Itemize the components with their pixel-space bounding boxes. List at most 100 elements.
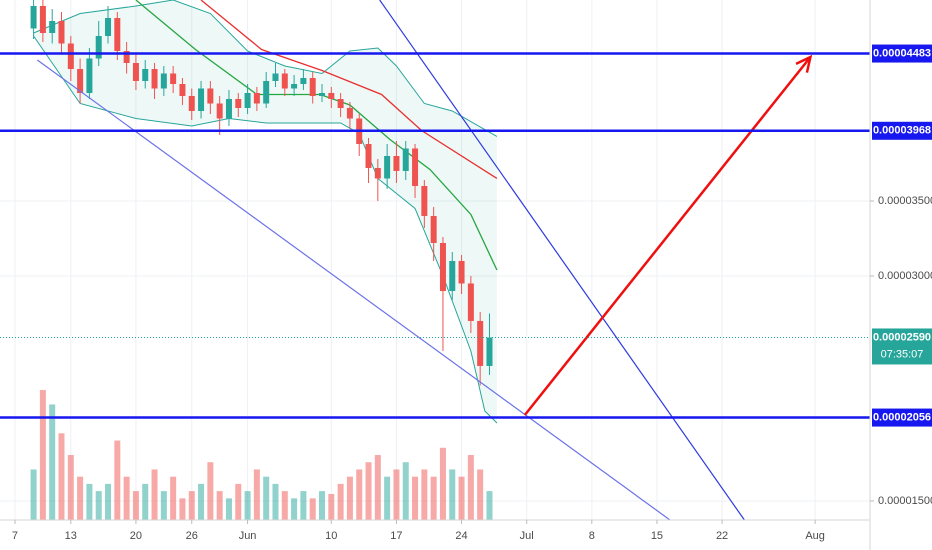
- volume-bar: [86, 483, 93, 520]
- volume-bar: [384, 476, 391, 520]
- countdown-label: 07:35:07: [881, 348, 924, 360]
- volume-bar: [486, 491, 493, 520]
- axes: 0.00003500 0.00003000 0.00001500 7 13 20 26 Jun…: [12, 44, 932, 542]
- candle-body: [49, 20, 56, 33]
- candle-body: [412, 148, 419, 186]
- volume-bar: [30, 469, 37, 520]
- candle-body: [477, 320, 484, 366]
- volume-bar: [458, 476, 465, 520]
- last-price-label: 0.00002590: [873, 331, 931, 343]
- level-label: 0.00003968: [873, 125, 931, 137]
- candle-body: [179, 83, 186, 96]
- x-tick-label: Aug: [805, 530, 825, 542]
- volume-bar: [216, 491, 223, 520]
- band-lower: [33, 35, 498, 424]
- candle-body: [132, 62, 139, 81]
- volume-bar: [207, 462, 214, 520]
- volume-bar: [105, 483, 112, 520]
- volume-bar: [253, 469, 260, 520]
- candle-body: [402, 148, 409, 171]
- volume-bar: [477, 469, 484, 520]
- x-tick-label: 17: [390, 530, 402, 542]
- volume-bar: [402, 462, 409, 520]
- candle-body: [105, 17, 112, 36]
- volume-bar: [374, 455, 381, 520]
- volume-bar: [198, 483, 205, 520]
- candle-body: [319, 92, 326, 96]
- candle-body: [467, 283, 474, 321]
- candle-body: [300, 77, 307, 84]
- volume-bar: [58, 433, 65, 520]
- candle-body: [281, 73, 288, 89]
- volume-bar: [421, 469, 428, 520]
- candle-body: [58, 20, 65, 44]
- y-tick-label: 0.00001500: [878, 495, 932, 507]
- level-label-box: [872, 44, 932, 63]
- x-tick-label: 26: [186, 530, 198, 542]
- volume-bar: [179, 498, 186, 520]
- candle-body: [272, 73, 279, 81]
- trend-line: [379, 0, 745, 520]
- candle-body: [393, 155, 400, 171]
- candle-body: [439, 242, 446, 291]
- volume-bar: [291, 498, 298, 520]
- candle-body: [430, 215, 437, 243]
- volume-bar: [319, 491, 326, 520]
- candle-body: [244, 92, 251, 108]
- candle-body: [309, 77, 316, 96]
- candle-body: [95, 35, 102, 59]
- volume-bar: [300, 491, 307, 520]
- volume-bar: [412, 476, 419, 520]
- candle-body: [235, 98, 242, 108]
- candle-body: [77, 68, 84, 93]
- y-tick-label: 0.00003000: [878, 270, 932, 282]
- candle-body: [449, 260, 456, 291]
- volume-bar: [170, 476, 177, 520]
- volume-bar: [67, 455, 74, 520]
- candle-body: [337, 98, 344, 108]
- arrow-head: [795, 54, 813, 73]
- volume-bar: [430, 476, 437, 520]
- volume-bar: [132, 491, 139, 520]
- candle-body: [421, 185, 428, 216]
- candle-body: [188, 95, 195, 111]
- x-tick-label: 24: [455, 530, 467, 542]
- volume-bar: [188, 491, 195, 520]
- volume-bar: [393, 469, 400, 520]
- candle-body: [225, 98, 232, 119]
- candle-body: [384, 155, 391, 179]
- x-tick-label: 10: [325, 530, 337, 542]
- candle-body: [198, 88, 205, 111]
- candle-body: [151, 68, 158, 89]
- candle-body: [263, 80, 270, 104]
- candle-body: [291, 83, 298, 89]
- x-tick-label: 22: [716, 530, 728, 542]
- candle-body: [328, 92, 335, 99]
- volume-bar: [346, 476, 353, 520]
- plot-area: [0, 0, 870, 520]
- candle-body: [160, 73, 167, 89]
- volume-bar: [467, 455, 474, 520]
- volume-bar: [272, 483, 279, 520]
- candle-body: [67, 43, 74, 69]
- volume-bar: [328, 494, 335, 520]
- volume-bar: [356, 469, 363, 520]
- candle-body: [142, 68, 149, 81]
- candle-body: [123, 50, 130, 63]
- x-tick-label: 7: [12, 530, 18, 542]
- candle-body: [346, 107, 353, 119]
- candle-body: [365, 143, 372, 168]
- candle-body: [486, 337, 493, 366]
- band-fill: [33, 0, 497, 423]
- x-tick-label: 8: [589, 530, 595, 542]
- x-tick-label: 20: [130, 530, 142, 542]
- arrow-line: [523, 56, 812, 416]
- level-label-box: [872, 408, 932, 427]
- volume-bar: [225, 498, 232, 520]
- candle-body: [86, 58, 93, 93]
- candle-body: [253, 92, 260, 104]
- moving-average: [200, 0, 498, 180]
- x-tick-label: Jun: [239, 530, 257, 542]
